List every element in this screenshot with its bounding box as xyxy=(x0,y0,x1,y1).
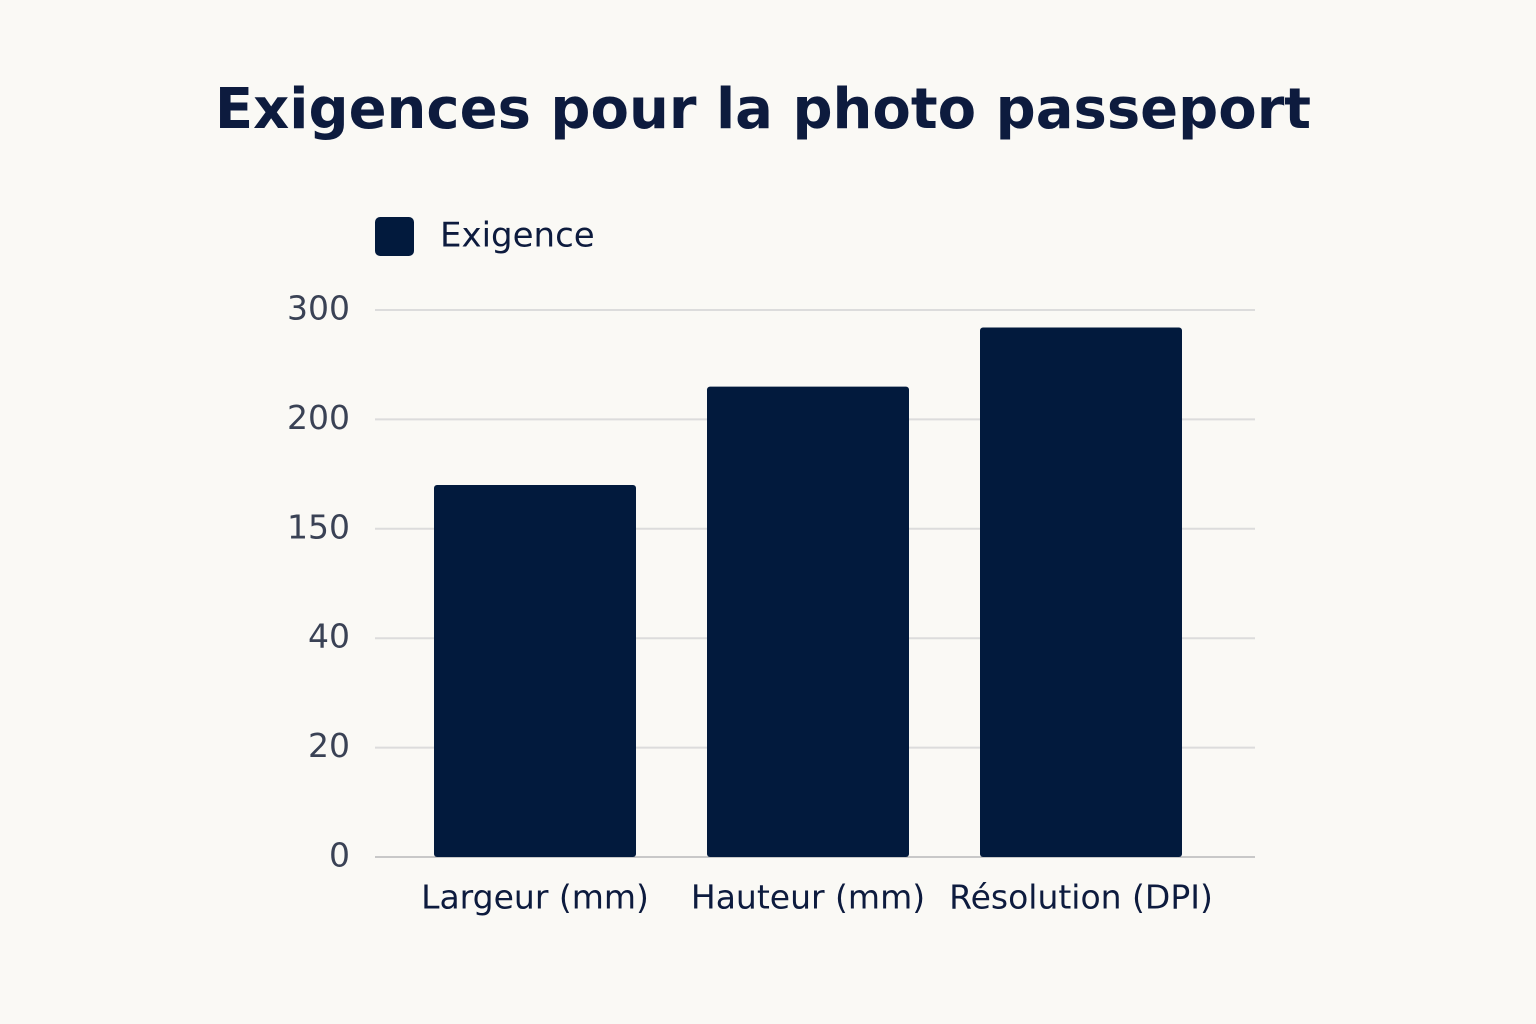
x-tick-label: Largeur (mm) xyxy=(421,878,649,917)
y-tick-label: 0 xyxy=(329,836,350,875)
y-tick-label: 20 xyxy=(308,726,350,765)
y-tick-label: 150 xyxy=(287,507,350,546)
bar xyxy=(434,485,636,857)
x-tick-label: Résolution (DPI) xyxy=(949,878,1213,917)
x-tick-label: Hauteur (mm) xyxy=(691,878,925,917)
y-tick-label: 300 xyxy=(287,289,350,328)
bar xyxy=(707,386,909,857)
legend-swatch xyxy=(375,217,414,256)
legend-label: Exigence xyxy=(440,216,595,256)
chart-title: Exigences pour la photo passeport xyxy=(215,77,1311,142)
y-tick-label: 200 xyxy=(287,398,350,437)
bar xyxy=(980,327,1182,857)
y-tick-label: 40 xyxy=(308,617,350,656)
